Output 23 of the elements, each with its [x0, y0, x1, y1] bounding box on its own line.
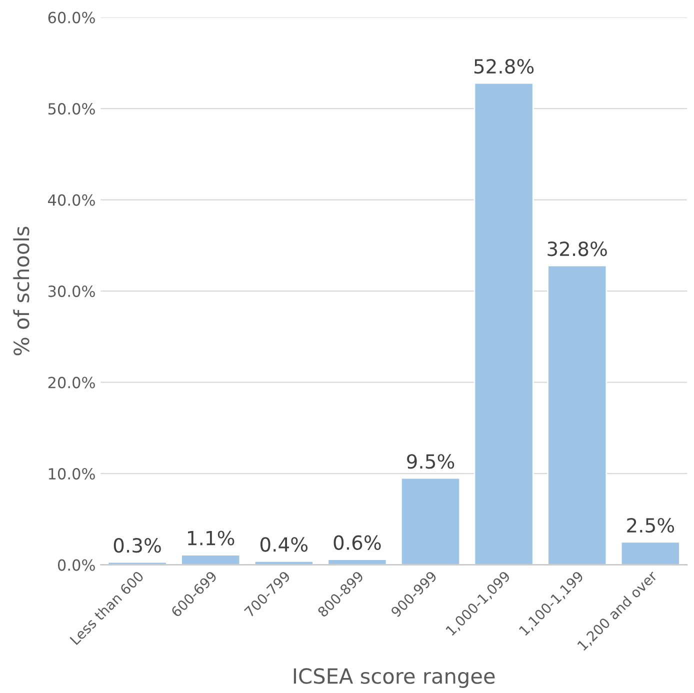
data-label: 2.5%: [627, 518, 674, 533]
data-label: 1.1%: [188, 530, 234, 546]
y-tick-label: 0.0%: [58, 559, 95, 571]
bar: [474, 82, 534, 565]
y-tick-label: 20.0%: [48, 376, 95, 388]
data-label: 0.6%: [334, 535, 381, 550]
bar: [400, 477, 461, 565]
y-axis-title: % of schools: [13, 226, 30, 356]
x-axis-title: ICSEA score rangee: [294, 668, 495, 688]
data-label: 9.5%: [407, 454, 454, 469]
y-tick-label: 10.0%: [48, 468, 95, 480]
data-label: 32.8%: [548, 241, 607, 256]
bar: [620, 541, 680, 565]
y-tick-label: 60.0%: [48, 12, 95, 24]
bar: [327, 558, 388, 565]
data-label: 0.4%: [260, 537, 308, 552]
bar: [547, 264, 608, 565]
y-tick-label: 50.0%: [48, 103, 95, 115]
y-tick-label: 30.0%: [48, 286, 95, 298]
data-label: 52.8%: [474, 58, 534, 74]
bar: [180, 554, 241, 565]
y-tick-label: 40.0%: [48, 194, 95, 206]
data-label: 0.3%: [114, 538, 161, 553]
